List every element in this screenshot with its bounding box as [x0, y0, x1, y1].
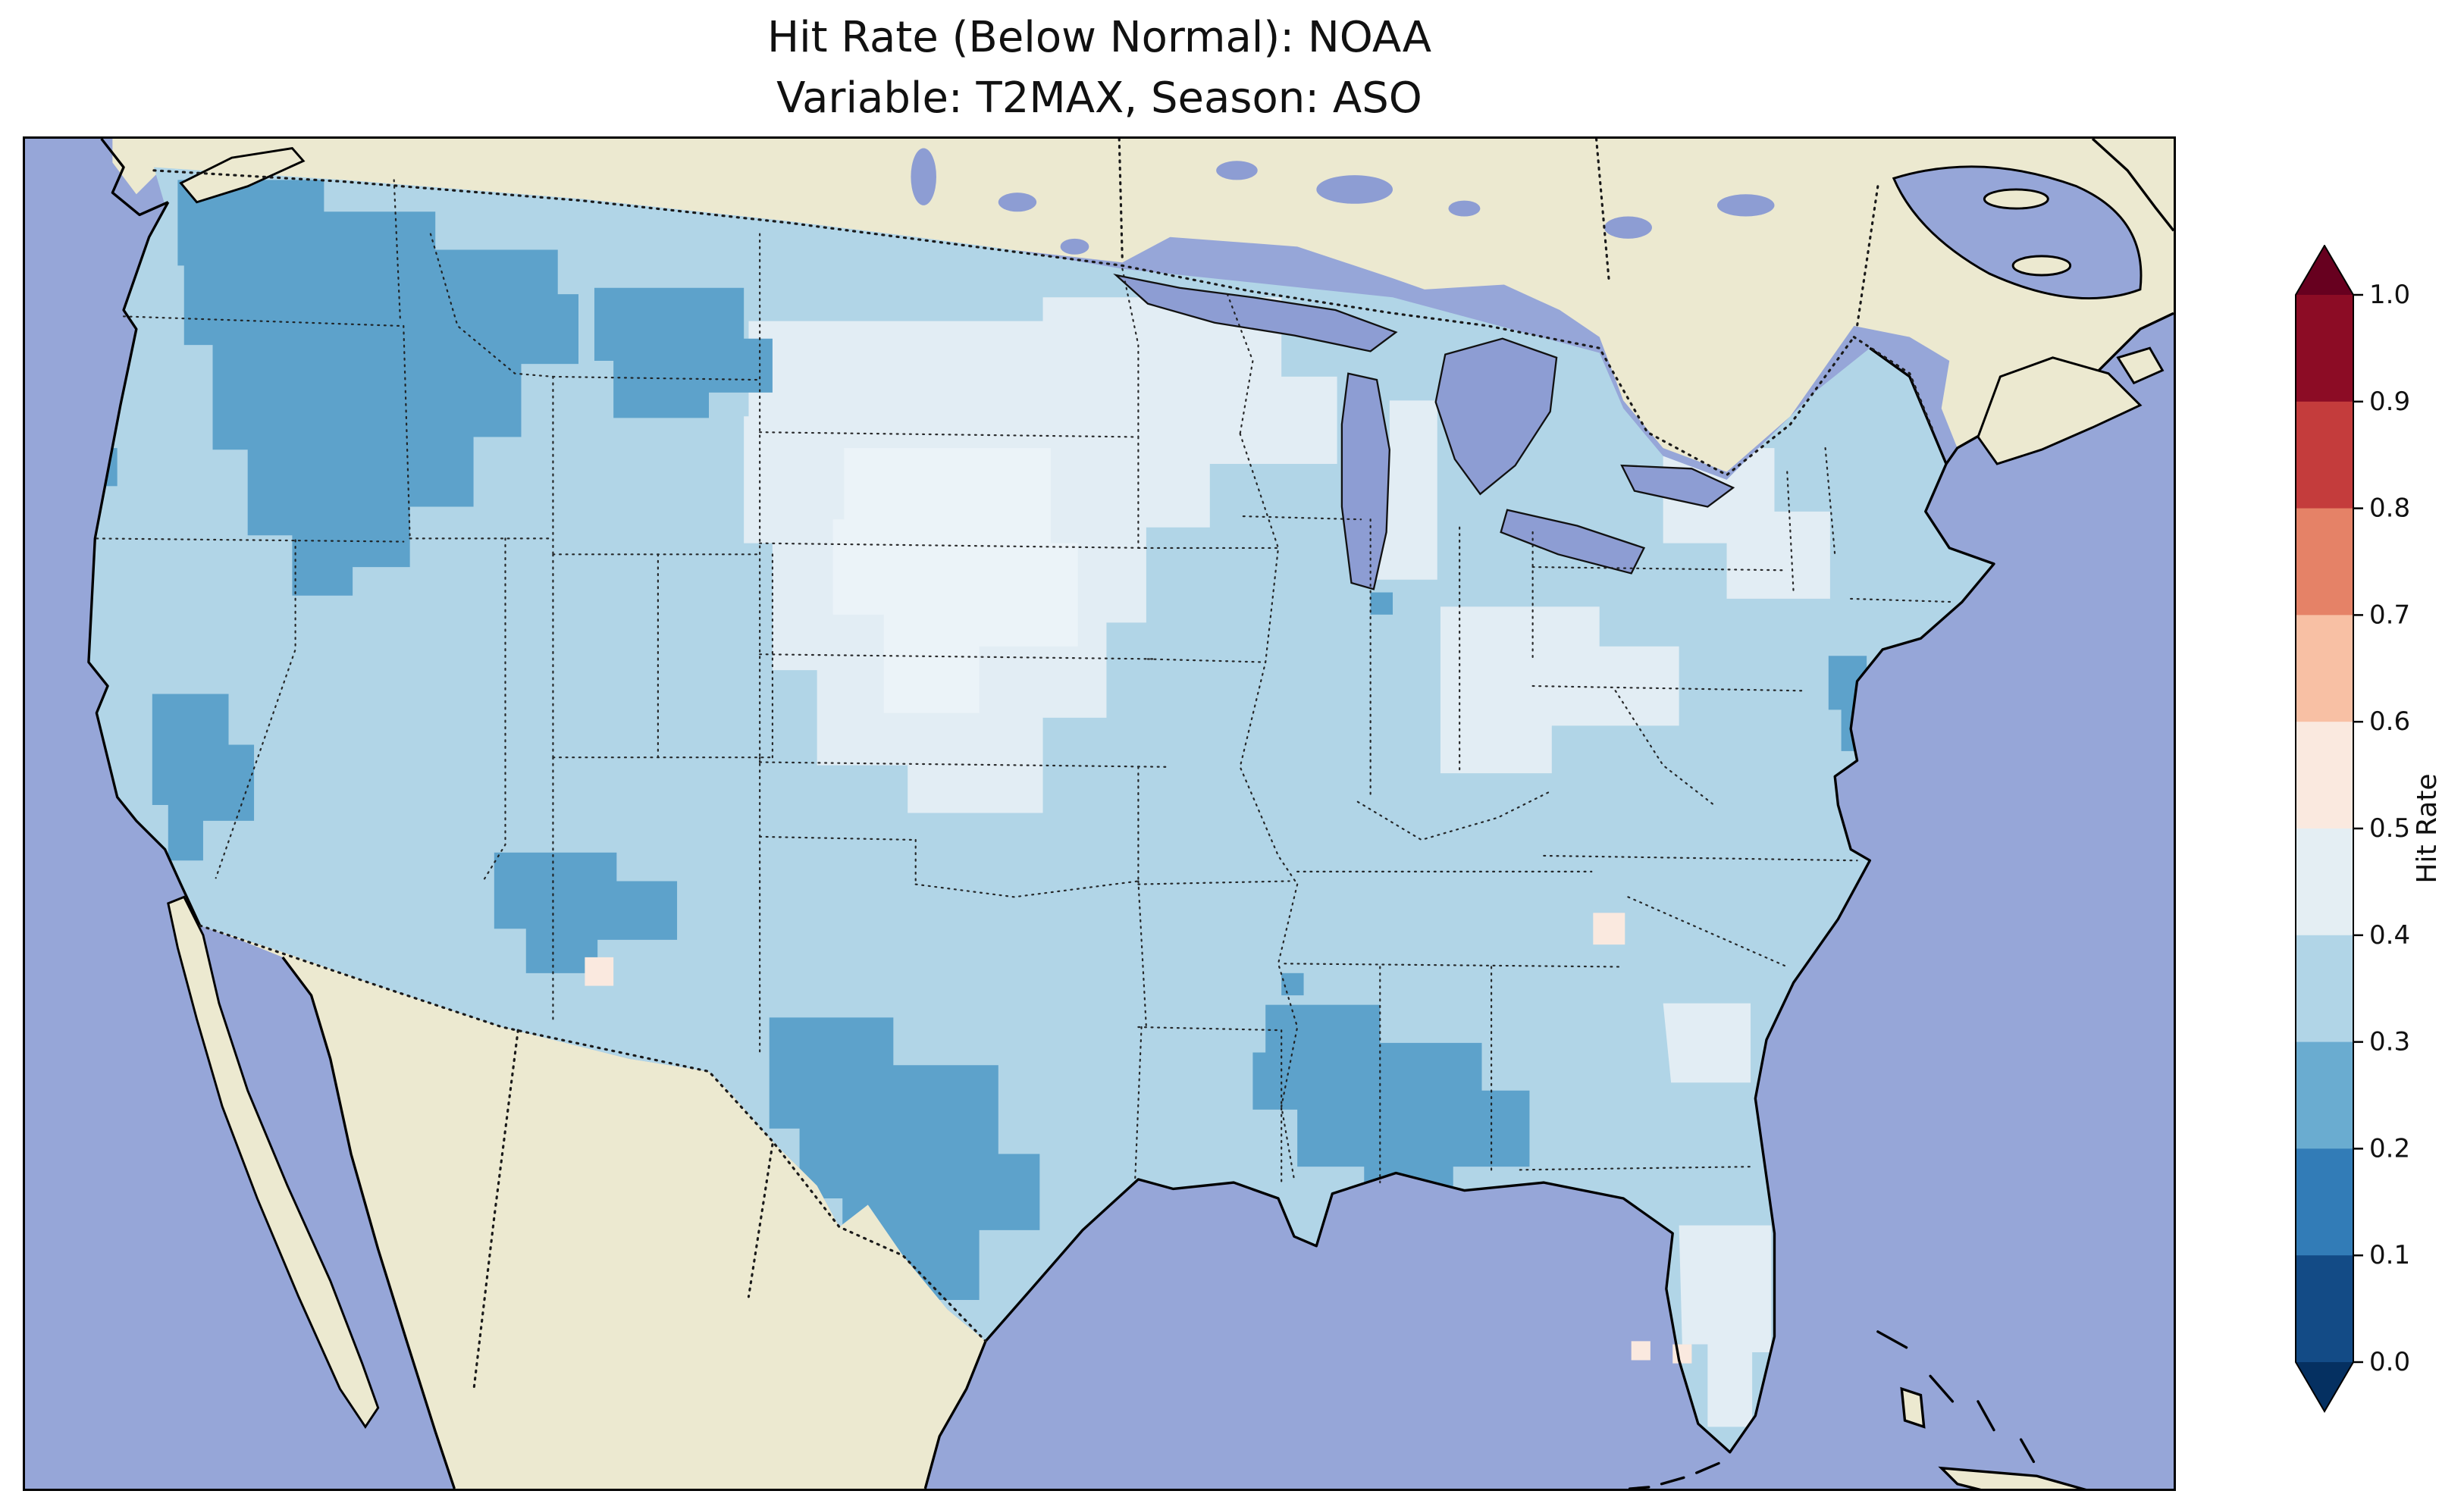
colorbar-tick-label: 0.6: [2369, 706, 2410, 737]
colorbar-tick-label: 0.9: [2369, 387, 2410, 417]
colorbar-tick-label: 0.4: [2369, 920, 2410, 951]
colorbar-segment: [2296, 402, 2353, 509]
colorbar-tick-label: 0.8: [2369, 493, 2410, 524]
anticosti-island: [1984, 189, 2048, 208]
colorbar-tick-label: 1.0: [2369, 280, 2410, 310]
colorbar-segment: [2296, 828, 2353, 935]
colorbar-tick-label: 0.2: [2369, 1133, 2410, 1164]
colorbar-tick-label: 0.3: [2369, 1027, 2410, 1057]
map-panel: [23, 136, 2176, 1491]
prince-edward-island: [2013, 256, 2071, 275]
map-svg: [25, 139, 2174, 1489]
title-line-2: Variable: T2MAX, Season: ASO: [23, 68, 2176, 129]
figure: Hit Rate (Below Normal): NOAA Variable: …: [0, 0, 2464, 1494]
colorbar-segment: [2296, 509, 2353, 615]
colorbar-segment: [2296, 935, 2353, 1042]
colorbar-tick-label: 0.0: [2369, 1347, 2410, 1377]
title-line-1: Hit Rate (Below Normal): NOAA: [23, 8, 2176, 68]
colorbar-tick-label: 0.7: [2369, 600, 2410, 630]
figure-title: Hit Rate (Below Normal): NOAA Variable: …: [23, 8, 2176, 128]
colorbar: 1.0 0.9 0.8 0.7 0.6 0.5 0.4 0.3 0.2 0.1 0.0 Hit Ra…: [2295, 245, 2454, 1427]
colorbar-segment: [2296, 295, 2353, 402]
colorbar-under-arrow: [2296, 1362, 2353, 1411]
colorbar-ticks: 1.0 0.9 0.8 0.7 0.6 0.5 0.4 0.3 0.2 0.1 0.0: [2353, 280, 2410, 1377]
colorbar-segment: [2296, 722, 2353, 828]
colorbar-tick-label: 0.1: [2369, 1240, 2410, 1270]
colorbar-axis-label: Hit Rate: [2412, 773, 2443, 883]
colorbar-tick-label: 0.5: [2369, 813, 2410, 844]
colorbar-segment: [2296, 615, 2353, 722]
colorbar-segment: [2296, 1042, 2353, 1149]
andros-island: [1901, 1389, 1923, 1427]
colorbar-segment: [2296, 1148, 2353, 1255]
colorbar-segments: [2296, 295, 2353, 1363]
colorbar-over-arrow: [2296, 246, 2353, 295]
colorbar-segment: [2296, 1255, 2353, 1362]
